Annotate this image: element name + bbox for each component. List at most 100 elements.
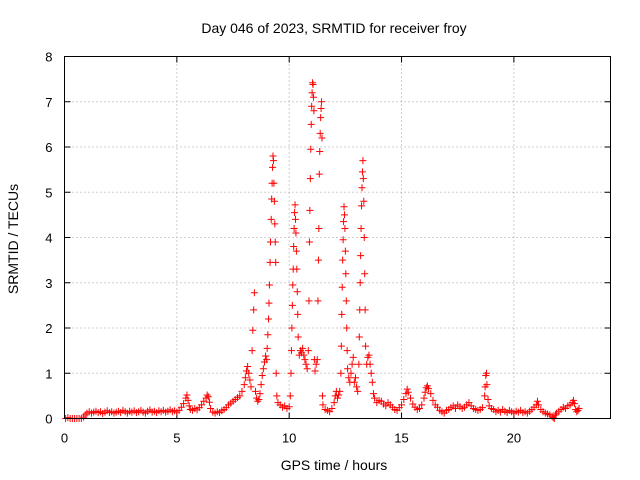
data-point-marker	[207, 405, 215, 413]
data-point-marker	[272, 369, 280, 377]
data-point-marker	[256, 390, 264, 398]
data-point-marker	[255, 395, 263, 403]
plot-frame	[64, 56, 611, 419]
data-point-marker	[345, 374, 353, 382]
data-point-marker	[241, 374, 249, 382]
data-point-marker	[246, 376, 254, 384]
data-point-marker	[294, 310, 302, 318]
data-point-marker	[314, 256, 322, 264]
data-point-marker	[307, 145, 315, 153]
data-point-marker	[451, 405, 459, 413]
data-point-marker	[263, 356, 271, 364]
data-point-marker	[289, 281, 297, 289]
data-point-marker	[257, 381, 265, 389]
data-point-marker	[337, 342, 345, 350]
data-point-marker	[334, 394, 341, 402]
x-tick-label: 0	[61, 431, 68, 446]
chart-title: Day 046 of 2023, SRMTID for receiver fro…	[201, 20, 466, 36]
data-point-marker	[359, 175, 367, 183]
data-point-marker	[319, 401, 327, 409]
data-point-marker	[317, 114, 325, 122]
data-point-marker	[482, 369, 490, 377]
data-point-marker	[305, 238, 313, 246]
data-point-marker	[250, 306, 258, 314]
data-point-marker	[240, 381, 248, 389]
data-point-marker	[184, 396, 192, 404]
data-point-marker	[183, 391, 191, 399]
data-point-marker	[361, 270, 369, 278]
data-point-marker	[263, 344, 271, 352]
data-point-marker	[360, 234, 368, 241]
data-point-marker	[317, 105, 325, 113]
data-point-marker	[251, 387, 259, 395]
data-point-marker	[484, 395, 492, 403]
data-point-marker	[299, 344, 307, 352]
data-point-marker	[265, 299, 273, 307]
data-point-marker	[347, 369, 355, 377]
data-point-marker	[569, 396, 577, 404]
data-point-marker	[269, 157, 277, 165]
data-point-marker	[371, 394, 379, 402]
data-point-marker	[358, 168, 366, 176]
data-point-marker	[574, 406, 582, 414]
data-point-marker	[571, 400, 579, 408]
x-tick-label: 10	[282, 431, 296, 446]
data-point-marker	[318, 134, 326, 142]
y-tick-label: 6	[45, 140, 52, 155]
data-point-marker	[361, 306, 369, 314]
data-point-marker	[421, 388, 429, 396]
data-point-marker	[310, 107, 318, 115]
data-point-marker	[315, 224, 323, 232]
data-point-marker	[313, 356, 321, 364]
data-point-marker	[340, 203, 348, 211]
data-point-marker	[81, 411, 89, 419]
data-point-marker	[481, 392, 489, 400]
data-point-marker	[291, 215, 299, 223]
data-point-marker	[238, 387, 246, 395]
data-point-marker	[533, 397, 541, 405]
data-point-marker	[301, 356, 309, 364]
data-point-marker	[427, 390, 435, 398]
data-point-marker	[262, 352, 270, 360]
data-point-marker	[365, 351, 373, 359]
data-point-marker	[418, 401, 426, 409]
data-point-marker	[305, 297, 313, 305]
data-point-marker	[292, 247, 300, 255]
data-point-marker	[340, 218, 348, 226]
data-point-marker	[350, 378, 358, 386]
y-tick-label: 1	[45, 366, 52, 381]
grid-lines	[64, 56, 611, 419]
data-point-marker	[403, 385, 411, 393]
data-point-marker	[357, 252, 365, 260]
data-point-marker	[271, 220, 279, 228]
data-point-marker	[309, 81, 317, 89]
data-point-marker	[357, 224, 365, 232]
data-point-marker	[338, 283, 346, 291]
data-point-marker	[330, 399, 338, 407]
data-point-marker	[249, 326, 257, 334]
x-tick-label: 5	[173, 431, 180, 446]
data-point-marker	[355, 333, 363, 341]
data-point-marker	[355, 360, 363, 368]
data-point-marker	[360, 197, 368, 205]
data-point-marker	[348, 360, 356, 368]
data-point-marker	[302, 360, 310, 368]
data-point-marker	[293, 288, 301, 296]
data-point-marker	[339, 236, 347, 244]
data-point-marker	[367, 369, 375, 377]
data-point-marker	[311, 367, 319, 375]
data-point-marker	[306, 206, 314, 214]
data-point-marker	[265, 315, 273, 323]
data-point-marker	[306, 175, 314, 183]
data-point-marker	[185, 402, 193, 410]
data-point-marker	[429, 396, 437, 404]
data-point-marker	[575, 405, 583, 413]
data-point-marker	[250, 289, 258, 297]
y-tick-label: 4	[45, 231, 52, 246]
data-point-marker	[478, 404, 486, 412]
data-point-marker	[294, 333, 302, 341]
data-point-marker	[308, 89, 316, 97]
data-point-marker	[258, 372, 266, 380]
data-point-marker	[335, 391, 343, 399]
data-point-marker	[205, 398, 213, 406]
